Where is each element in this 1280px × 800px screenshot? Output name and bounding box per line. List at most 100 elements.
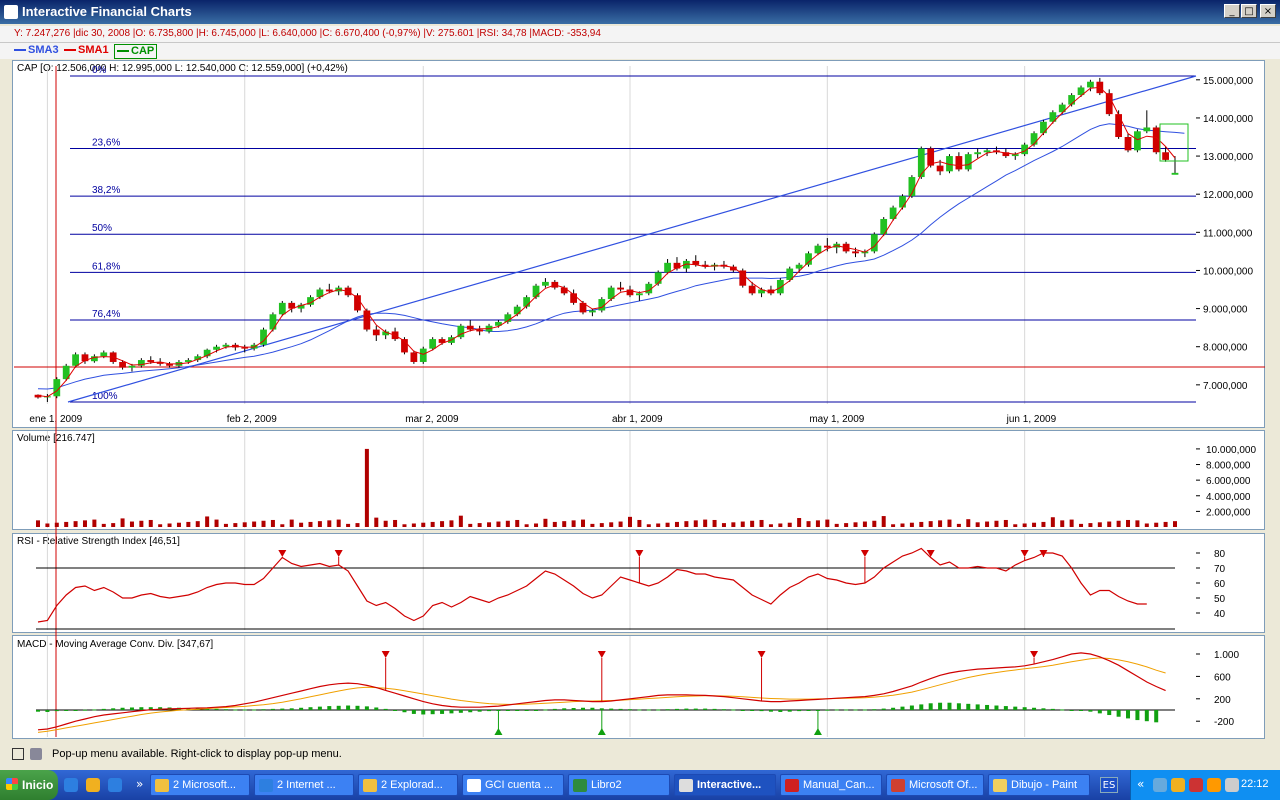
task-explorador[interactable]: 2 Explorad... <box>358 774 458 796</box>
close-button[interactable]: × <box>1260 4 1276 18</box>
macd-panel[interactable] <box>12 635 1265 739</box>
globe-icon[interactable] <box>1207 778 1221 792</box>
volume-bar <box>665 522 670 527</box>
quicklaunch-more-chevron-icon[interactable]: » <box>136 777 144 791</box>
move-icon[interactable] <box>12 748 24 760</box>
legend-bar: SMA3 SMA1 CAP <box>0 43 1280 59</box>
macd-histogram-bar <box>1088 710 1093 712</box>
candle-body <box>739 270 747 286</box>
macd-histogram-bar <box>411 710 416 714</box>
candle-body <box>457 325 465 338</box>
volume-bar <box>317 521 322 527</box>
volume-bar <box>1126 519 1131 527</box>
candle-body <box>682 260 690 269</box>
macd-histogram-bar <box>449 710 454 714</box>
macd-histogram-bar <box>665 709 670 711</box>
candle-body <box>776 279 784 294</box>
task-internet[interactable]: 2 Internet ... <box>254 774 354 796</box>
network-icon[interactable] <box>1153 778 1167 792</box>
ie-quicklaunch-icon[interactable] <box>64 778 78 792</box>
candle-body <box>823 245 831 248</box>
chart-canvas[interactable]: ene 1, 2009 feb 2, 2009 mar 2, 2009 abr 1, … <box>0 0 1280 744</box>
volume-bar <box>1097 522 1102 527</box>
sma-fast-line <box>37 86 1176 398</box>
tray-expand-icon[interactable]: « <box>1137 777 1145 791</box>
volume-bar <box>862 521 867 527</box>
candle-body <box>626 289 634 296</box>
candle-body <box>325 289 333 292</box>
volume-bar <box>919 521 924 527</box>
tray-app-icon[interactable] <box>1171 778 1185 792</box>
volume-bar <box>797 518 802 527</box>
volume-bar <box>759 519 764 527</box>
legend-sma1[interactable]: SMA1 <box>64 44 109 57</box>
macd-histogram-bar <box>252 709 257 711</box>
candle-body <box>889 207 897 219</box>
volume-bar <box>778 523 783 527</box>
task-manual[interactable]: Manual_Can... <box>780 774 882 796</box>
volume-bar <box>768 524 773 527</box>
candle-body <box>429 339 437 349</box>
volume-icon[interactable] <box>1225 778 1239 792</box>
antivirus-icon[interactable] <box>1189 778 1203 792</box>
task-microsoft[interactable]: 2 Microsoft... <box>150 774 250 796</box>
macd-histogram-bar <box>534 710 539 711</box>
task-microsoft-office[interactable]: Microsoft Of... <box>886 774 984 796</box>
macd-histogram-bar <box>844 709 849 711</box>
minimize-button[interactable]: _ <box>1224 4 1240 18</box>
maximize-button[interactable]: □ <box>1241 4 1257 18</box>
candle-body <box>419 348 427 362</box>
macd-histogram-bar <box>543 709 548 711</box>
volume-bar <box>1013 524 1018 527</box>
macd-histogram-bar <box>36 710 40 712</box>
macd-histogram-bar <box>1079 710 1084 711</box>
volume-panel[interactable] <box>12 430 1265 530</box>
window-title-bar[interactable]: Interactive Financial Charts _ □ × <box>0 0 1280 24</box>
task-interactive-charts[interactable]: Interactive... <box>674 774 776 796</box>
candle-body <box>241 347 249 349</box>
legend-cap[interactable]: CAP <box>114 44 158 59</box>
y-tick-label: 10.000,000 <box>1203 266 1253 277</box>
volume-bar <box>656 523 661 527</box>
language-indicator[interactable]: ES <box>1100 777 1118 793</box>
legend-sma3[interactable]: SMA3 <box>14 44 59 57</box>
volume-bar <box>834 523 839 527</box>
task-gci-cuenta[interactable]: GCI cuenta ... <box>462 774 564 796</box>
volume-bar <box>242 522 247 527</box>
macd-histogram-bar <box>956 703 961 710</box>
volume-bar <box>750 520 755 527</box>
task-paint[interactable]: Dibujo - Paint <box>988 774 1090 796</box>
y-tick-label: 12.000,000 <box>1203 190 1253 201</box>
macd-histogram-bar <box>900 706 905 710</box>
candle-body <box>767 289 775 294</box>
volume-bar <box>731 522 736 527</box>
y-tick-label: 70 <box>1214 564 1226 575</box>
start-button[interactable]: Inicio <box>0 770 58 800</box>
volume-bar <box>891 524 896 527</box>
print-icon[interactable] <box>30 748 42 760</box>
candle-body <box>1115 114 1123 138</box>
volume-bar <box>252 521 257 527</box>
rsi-sell-marker <box>635 550 644 557</box>
macd-histogram-bar <box>355 705 360 710</box>
browser-quicklaunch-icon[interactable] <box>108 778 122 792</box>
candle-body <box>513 306 521 315</box>
volume-bar <box>45 523 50 527</box>
macd-histogram-bar <box>938 702 943 710</box>
macd-histogram-bar <box>421 710 426 715</box>
macd-histogram-bar <box>139 707 144 710</box>
macd-histogram-bar <box>552 708 557 710</box>
candle-body <box>372 329 380 336</box>
rsi-sell-marker <box>1020 550 1029 557</box>
volume-bar <box>815 520 820 527</box>
volume-bar <box>449 520 454 527</box>
candle-body <box>119 361 126 368</box>
candle-body <box>795 264 803 269</box>
macd-histogram-bar <box>327 706 332 710</box>
task-libro2[interactable]: Libro2 <box>568 774 670 796</box>
folder-quicklaunch-icon[interactable] <box>86 778 100 792</box>
volume-bar <box>73 521 78 527</box>
macd-histogram-bar <box>656 709 661 711</box>
candle-body <box>936 165 944 172</box>
y-tick-label: 14.000,000 <box>1203 114 1253 125</box>
